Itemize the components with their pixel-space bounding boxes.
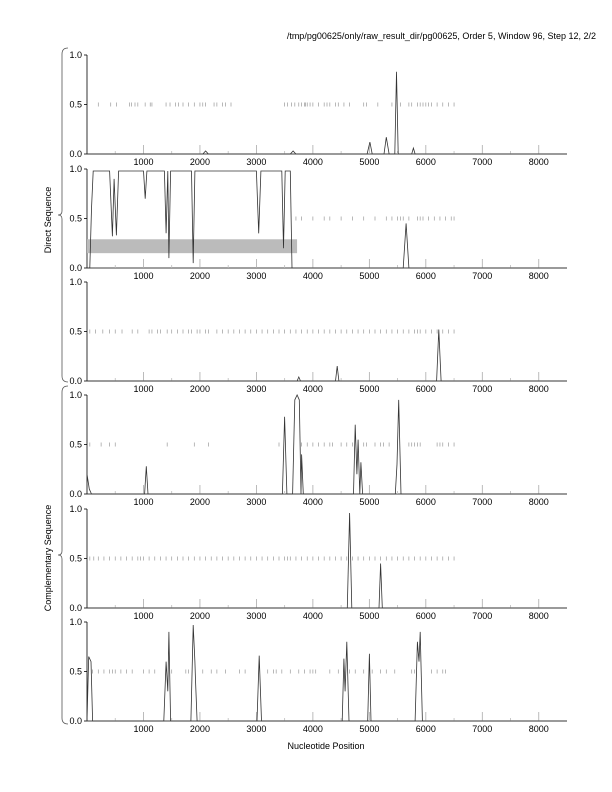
x-tick-label: 7000	[472, 384, 492, 394]
x-tick-label: 7000	[472, 497, 492, 507]
x-tick-label: 6000	[416, 271, 436, 281]
x-tick-label: 4000	[303, 724, 323, 734]
x-tick-label: 3000	[246, 157, 266, 167]
x-tick-label: 8000	[529, 497, 549, 507]
y-tick-label: 0.5	[69, 327, 82, 337]
x-tick-label: 2000	[190, 611, 210, 621]
x-tick-label: 1000	[133, 384, 153, 394]
x-tick-label: 3000	[246, 271, 266, 281]
brace-direct	[57, 47, 69, 383]
x-tick-label: 7000	[472, 724, 492, 734]
y-tick-label: 0.0	[69, 376, 82, 386]
y-tick-label: 1.0	[69, 617, 82, 627]
x-tick-label: 5000	[359, 611, 379, 621]
x-tick-label: 6000	[416, 157, 436, 167]
x-tick-label: 4000	[303, 611, 323, 621]
x-tick-label: 7000	[472, 157, 492, 167]
x-tick-label: 5000	[359, 157, 379, 167]
x-tick-label: 7000	[472, 611, 492, 621]
y-tick-label: 0.0	[69, 149, 82, 159]
x-tick-label: 6000	[416, 724, 436, 734]
x-tick-label: 8000	[529, 611, 549, 621]
x-tick-label: 8000	[529, 157, 549, 167]
y-tick-label: 1.0	[69, 50, 82, 60]
coding-region	[87, 239, 298, 254]
coding-potential-line-6	[86, 624, 567, 722]
coding-potential-line-4	[86, 394, 567, 495]
y-tick-label: 1.0	[69, 504, 82, 514]
y-tick-label: 1.0	[69, 164, 82, 174]
x-tick-label: 7000	[472, 271, 492, 281]
x-tick-label: 1000	[133, 497, 153, 507]
x-tick-label: 2000	[190, 497, 210, 507]
x-tick-label: 4000	[303, 497, 323, 507]
x-tick-label: 3000	[246, 724, 266, 734]
x-tick-label: 2000	[190, 271, 210, 281]
coding-potential-line-3	[87, 329, 567, 382]
x-tick-label: 6000	[416, 497, 436, 507]
x-tick-label: 5000	[359, 271, 379, 281]
chart-title: /tmp/pg00625/only/raw_result_dir/pg00625…	[286, 31, 596, 41]
x-tick-label: 4000	[303, 157, 323, 167]
x-tick-label: 3000	[246, 611, 266, 621]
x-tick-label: 5000	[359, 724, 379, 734]
y-tick-label: 0.5	[69, 554, 82, 564]
x-tick-label: 6000	[416, 611, 436, 621]
x-tick-label: 5000	[359, 497, 379, 507]
x-tick-label: 8000	[529, 271, 549, 281]
x-tick-label: 4000	[303, 384, 323, 394]
x-tick-label: 1000	[133, 724, 153, 734]
y-tick-label: 0.0	[69, 263, 82, 273]
x-axis-label: Nucleotide Position	[287, 741, 365, 751]
coding-potential-line-2	[87, 170, 567, 269]
y-tick-label: 0.5	[69, 214, 82, 224]
x-tick-label: 6000	[416, 384, 436, 394]
x-tick-label: 1000	[133, 157, 153, 167]
x-tick-label: 1000	[133, 611, 153, 621]
x-tick-label: 8000	[529, 724, 549, 734]
coding-potential-line-1	[87, 71, 567, 155]
y-tick-label: 0.5	[69, 440, 82, 450]
x-tick-label: 5000	[359, 384, 379, 394]
x-tick-label: 2000	[190, 384, 210, 394]
x-tick-label: 8000	[529, 384, 549, 394]
x-tick-label: 4000	[303, 271, 323, 281]
y-tick-label: 0.5	[69, 667, 82, 677]
y-tick-label: 0.0	[69, 716, 82, 726]
y-tick-label: 1.0	[69, 390, 82, 400]
x-tick-label: 2000	[190, 724, 210, 734]
y-tick-label: 1.0	[69, 277, 82, 287]
y-tick-label: 0.0	[69, 603, 82, 613]
y-tick-label: 0.5	[69, 100, 82, 110]
y-tick-label: 0.0	[69, 489, 82, 499]
brace-complementary	[57, 385, 69, 725]
coding-potential-line-5	[87, 512, 567, 609]
x-tick-label: 3000	[246, 384, 266, 394]
x-tick-label: 3000	[246, 497, 266, 507]
x-tick-label: 2000	[190, 157, 210, 167]
x-tick-label: 1000	[133, 271, 153, 281]
